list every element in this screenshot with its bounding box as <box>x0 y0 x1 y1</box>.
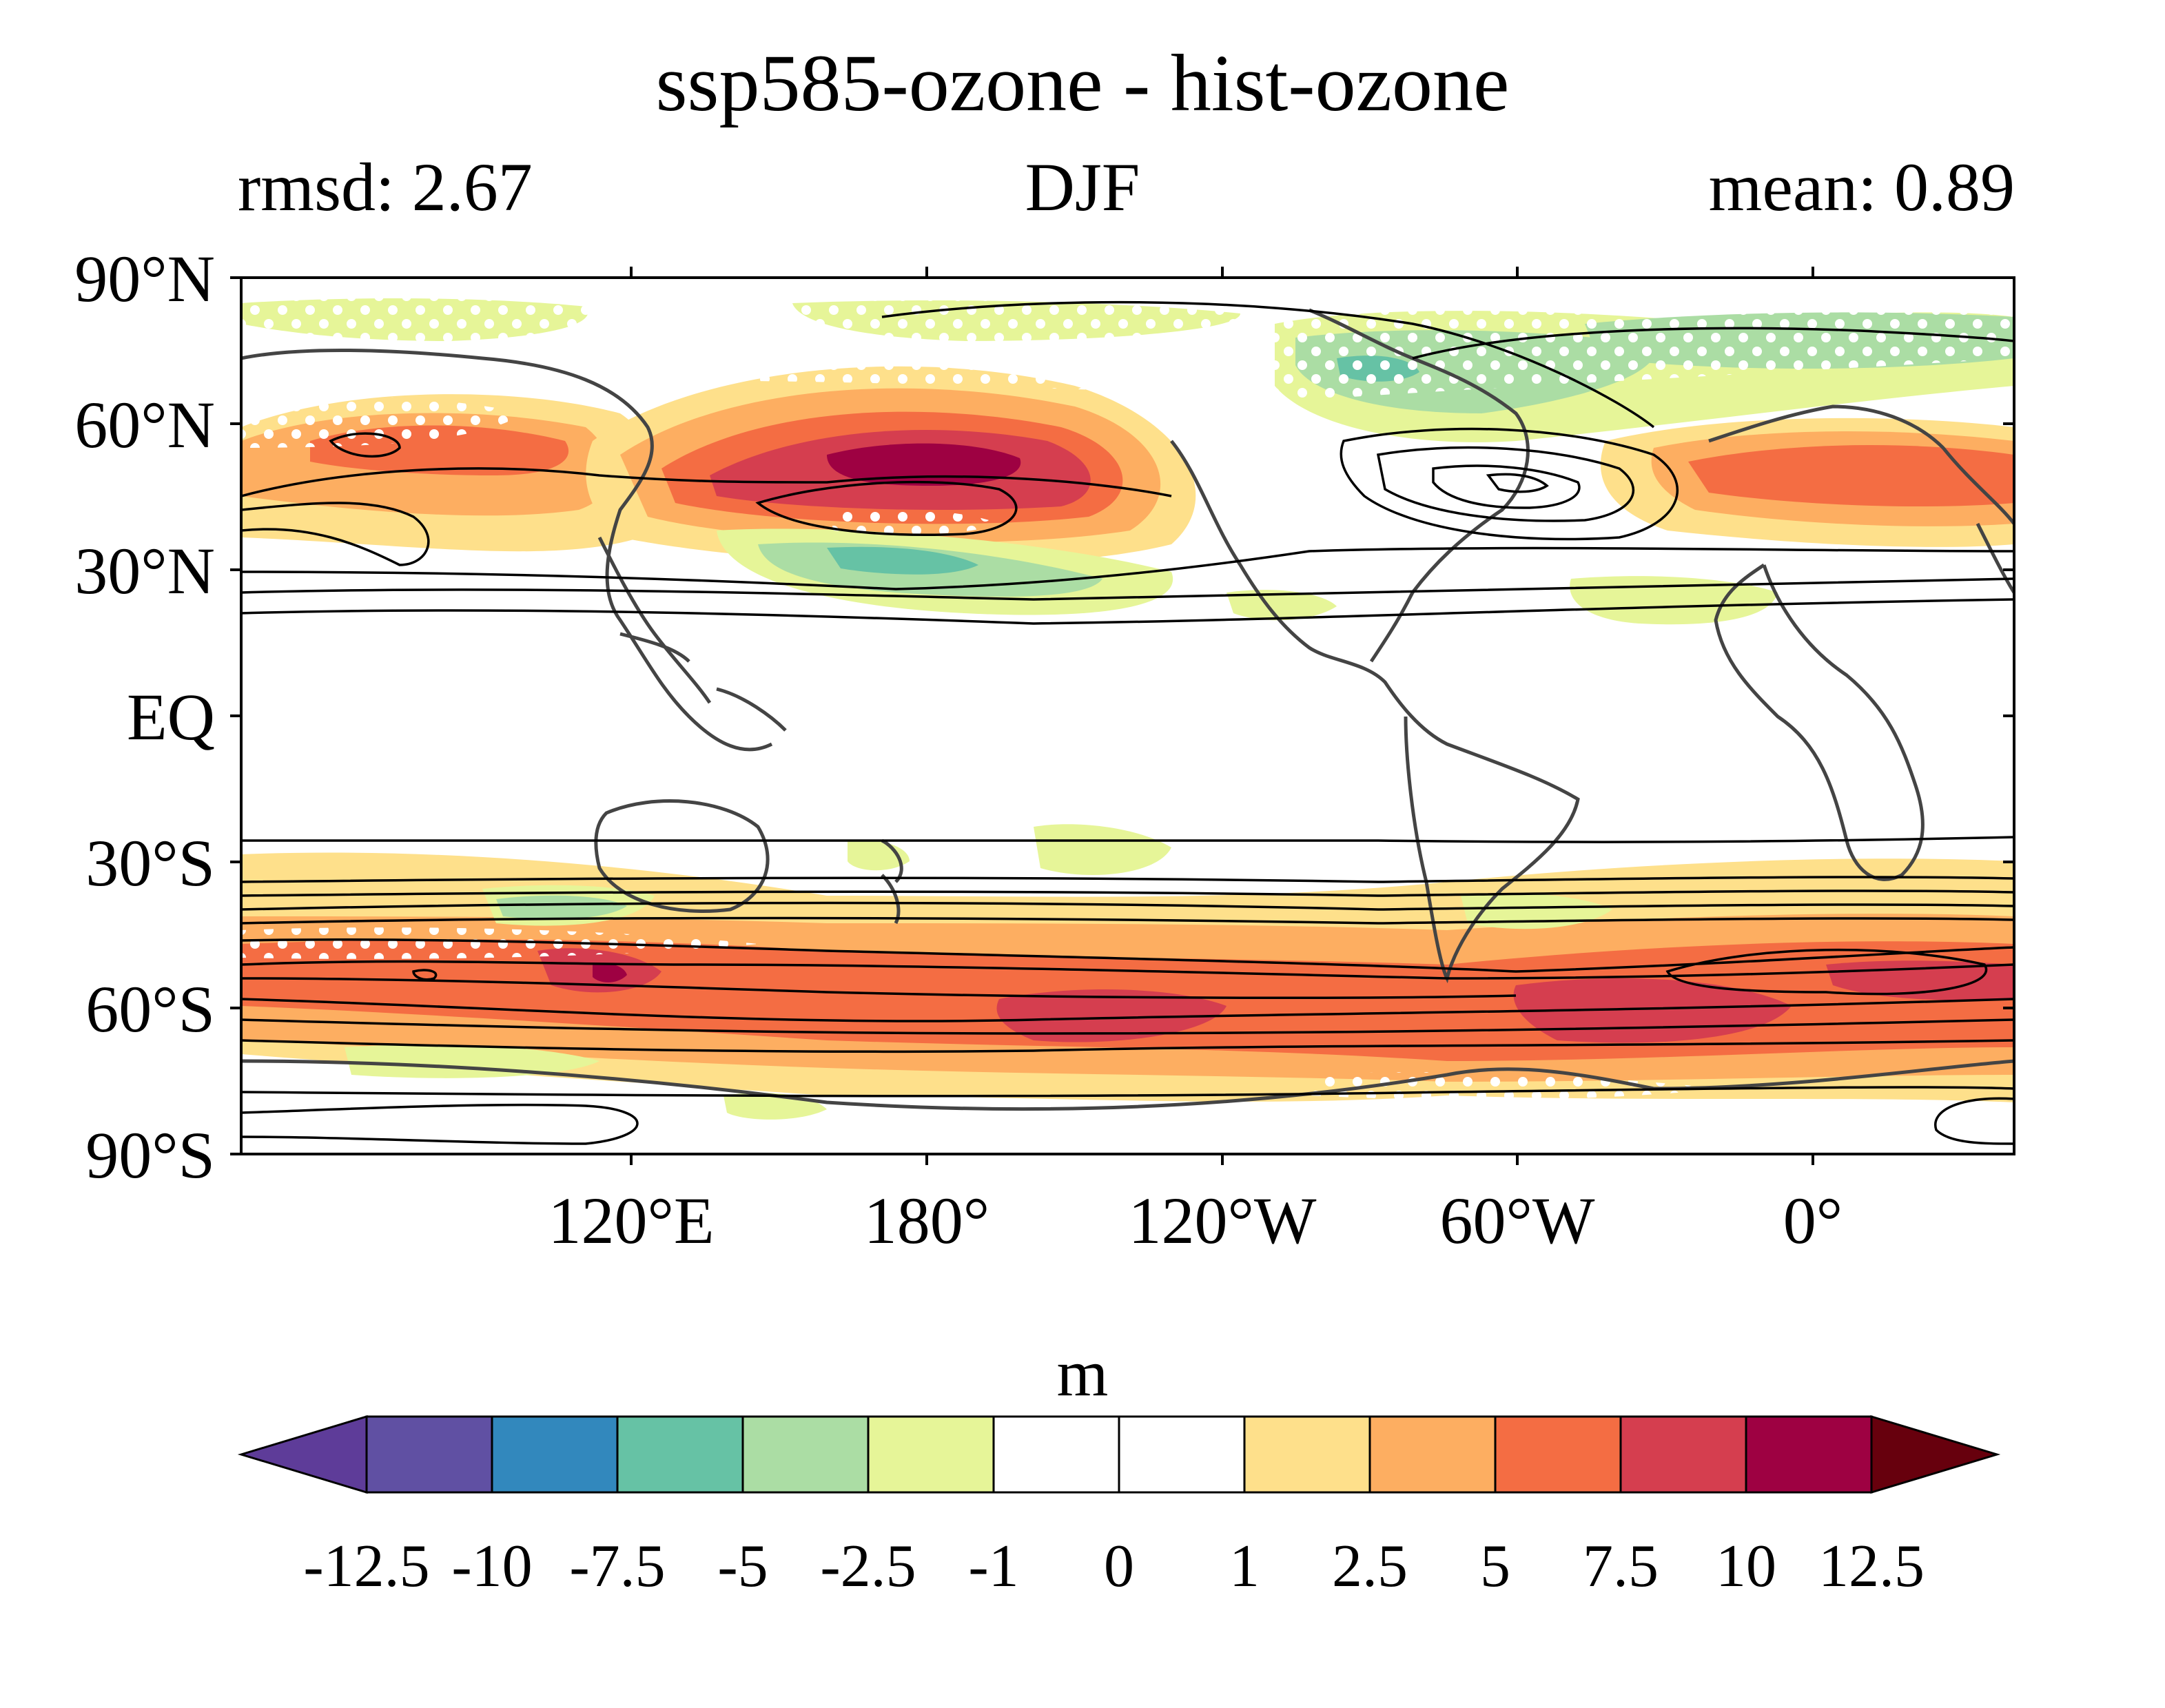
fill-region <box>496 895 627 920</box>
lat-label-30n: 30°N <box>74 534 215 608</box>
fill-region <box>827 443 1021 486</box>
colorbar-title: m <box>1056 1336 1109 1410</box>
colorbar-swatch <box>365 1415 493 1494</box>
colorbar-tick-label: -10 <box>451 1533 533 1600</box>
colorbar-swatch <box>1745 1415 1873 1494</box>
colorbar-tick-label: -2.5 <box>820 1533 916 1600</box>
lon-label-0: 0° <box>1783 1184 1843 1257</box>
map-plot-area <box>241 278 2014 1154</box>
colorbar-swatch <box>1368 1415 1497 1494</box>
fill-region <box>1034 824 1171 875</box>
lat-label-eq: EQ <box>127 680 215 754</box>
fill-region <box>848 840 910 871</box>
rmsd-label: rmsd: 2.67 <box>238 149 533 225</box>
colorbar-swatch <box>491 1415 619 1494</box>
lat-label-90s: 90°S <box>85 1118 215 1192</box>
colorbar-swatch <box>1494 1415 1622 1494</box>
lon-label-180: 180° <box>863 1184 990 1257</box>
colorbar-tick-label: 7.5 <box>1583 1533 1659 1600</box>
colorbar-swatch <box>1243 1415 1371 1494</box>
colorbar-tick-label: -1 <box>968 1533 1019 1600</box>
contour-layer <box>241 300 2014 1145</box>
fill-region <box>345 1045 599 1078</box>
fill-region <box>1688 445 2014 506</box>
colorbar <box>237 1414 2001 1494</box>
lat-label-60n: 60°N <box>74 388 215 462</box>
colorbar-min-extend <box>237 1414 368 1494</box>
lon-label-120w: 120°W <box>1128 1184 1317 1257</box>
colorbar-swatch <box>616 1415 744 1494</box>
lat-label-30s: 30°S <box>85 826 215 900</box>
colorbar-swatch <box>867 1415 995 1494</box>
colorbar-swatch <box>992 1415 1120 1494</box>
colorbar-swatch <box>1118 1415 1246 1494</box>
colorbar-tick-label: -5 <box>717 1533 768 1600</box>
season-label: DJF <box>1025 149 1140 225</box>
mean-label: mean: 0.89 <box>1708 149 2015 225</box>
colorbar-tick-label: 2.5 <box>1332 1533 1408 1600</box>
colorbar-tick-label: 0 <box>1104 1533 1134 1600</box>
colorbar-swatch <box>741 1415 870 1494</box>
axis-ticks <box>230 267 2014 1165</box>
lat-label-60s: 60°S <box>85 972 215 1046</box>
colorbar-tick-label: 12.5 <box>1818 1533 1925 1600</box>
colorbar-tick-label: -7.5 <box>569 1533 666 1600</box>
colorbar-tick-label: 1 <box>1229 1533 1260 1600</box>
colorbar-max-extend <box>1870 1414 2001 1494</box>
colorbar-tick-label: 10 <box>1716 1533 1776 1600</box>
colorbar-tick-label: -12.5 <box>303 1533 430 1600</box>
fill-region <box>1227 590 1337 621</box>
colorbar-tick-label: 5 <box>1480 1533 1510 1600</box>
chart-title: ssp585-ozone - hist-ozone <box>655 38 1510 128</box>
colorbar-swatch <box>1619 1415 1747 1494</box>
fill-region <box>827 546 978 575</box>
lon-label-120e: 120°E <box>548 1184 715 1257</box>
lat-label-90n: 90°N <box>74 242 215 316</box>
filled-anomaly-layer <box>241 298 2014 1120</box>
lon-label-60w: 60°W <box>1439 1184 1595 1257</box>
fill-region <box>996 989 1227 1042</box>
fill-region <box>593 963 627 982</box>
